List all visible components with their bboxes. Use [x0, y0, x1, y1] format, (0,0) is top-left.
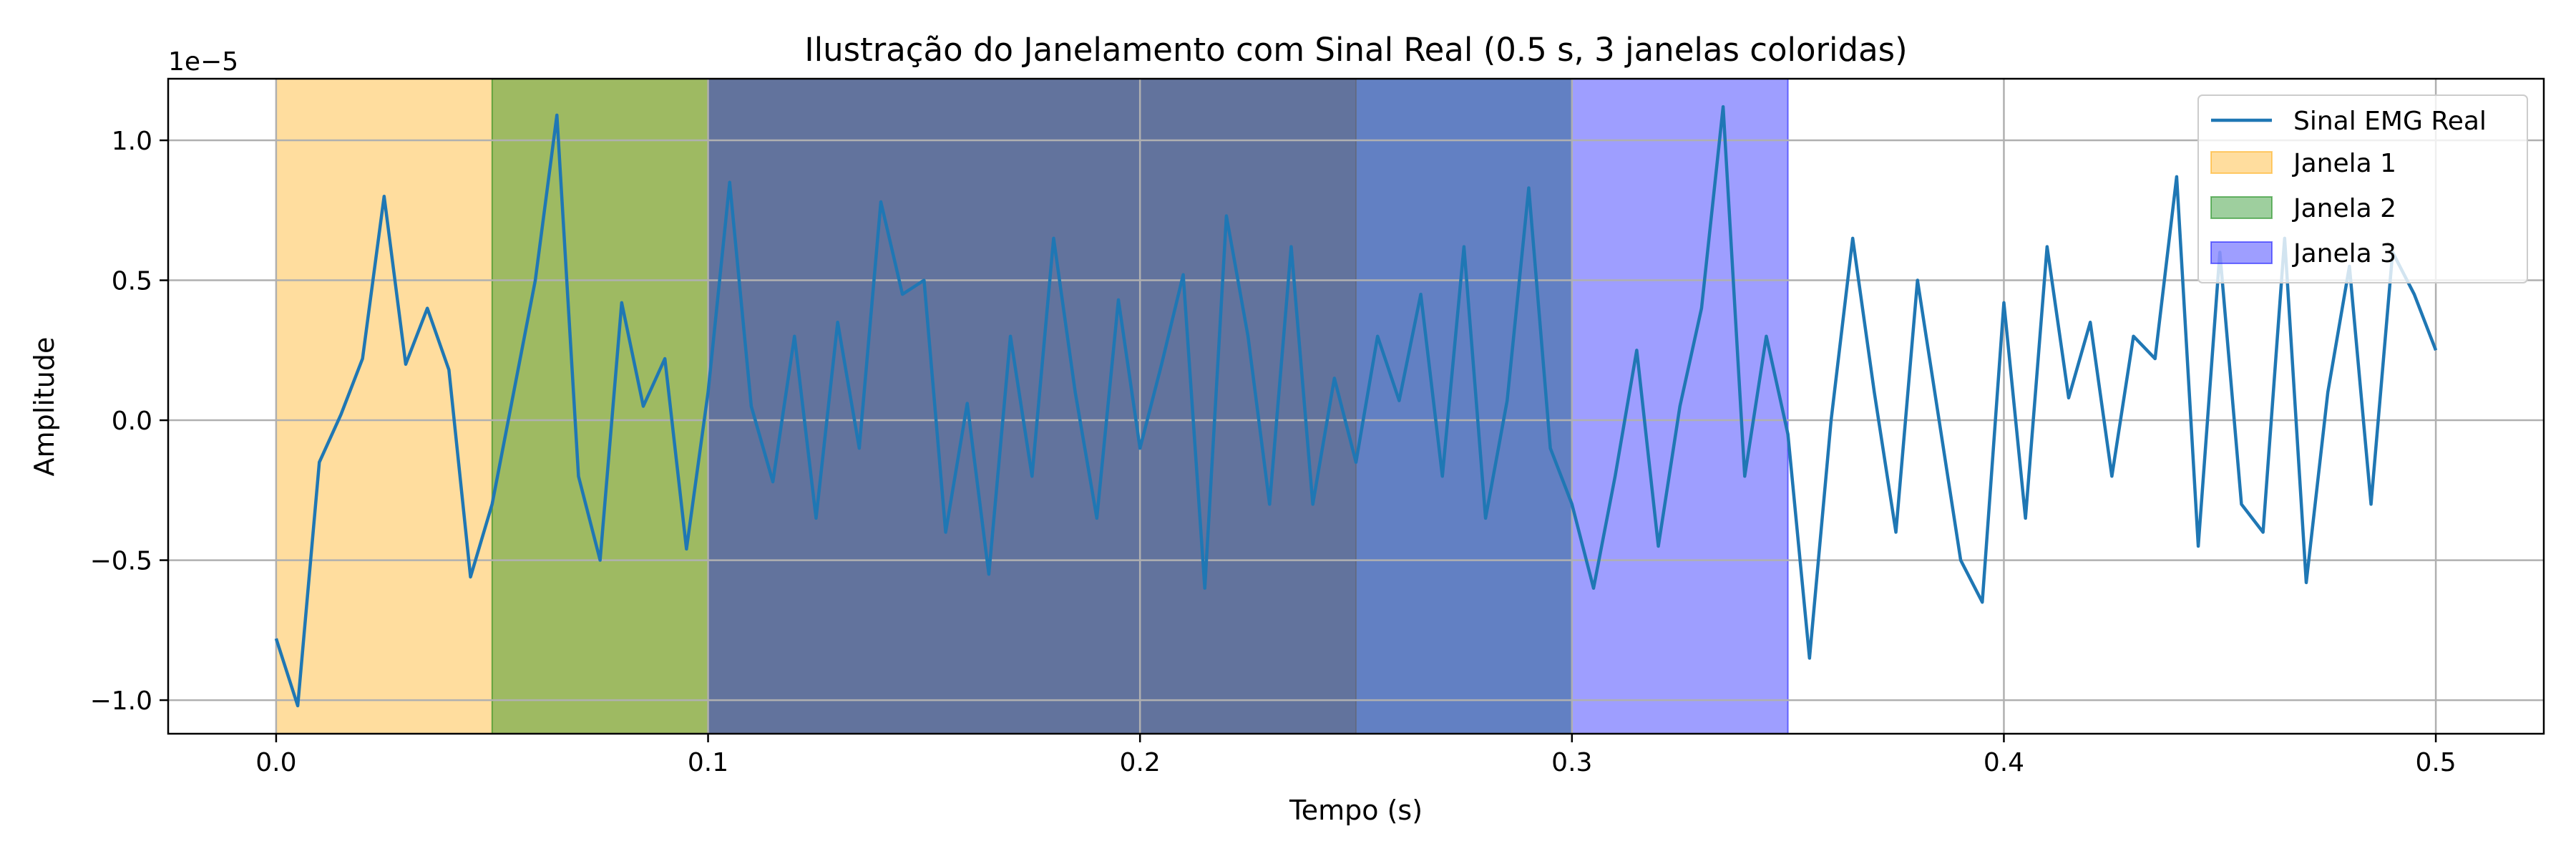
legend-label-signal: Sinal EMG Real — [2293, 107, 2487, 136]
y-offset-label: 1e−5 — [168, 47, 238, 77]
y-tick-label-3: 0.5 — [112, 267, 152, 296]
y-tick-label-2: 0.0 — [112, 407, 152, 436]
x-axis-ticks: 0.0 0.1 0.2 0.3 0.4 0.5 — [255, 734, 2457, 777]
window-span-3 — [707, 78, 1789, 734]
x-tick-label-0: 0.0 — [255, 748, 296, 777]
legend-label-janela-2: Janela 2 — [2292, 194, 2396, 223]
window-span-1 — [275, 78, 1357, 734]
grid — [168, 79, 2544, 734]
legend-box — [2197, 94, 2528, 283]
legend-swatch-janela-2 — [2210, 196, 2273, 219]
legend-swatch-janela-3 — [2210, 241, 2273, 264]
y-axis-label: Amplitude — [29, 337, 60, 477]
legend-swatch-janela-1 — [2210, 151, 2273, 174]
y-tick-label-0: −1.0 — [90, 686, 152, 716]
x-axis-label: Tempo (s) — [1289, 795, 1423, 826]
chart-title: Ilustração do Janelamento com Sinal Real… — [804, 31, 1907, 69]
legend: Sinal EMG Real Janela 1 Janela 2 Janela … — [2197, 94, 2528, 283]
x-tick-label-3: 0.3 — [1551, 748, 1592, 777]
plot-frame — [167, 77, 2545, 735]
x-tick-label-5: 0.5 — [2415, 748, 2456, 777]
x-tick-label-2: 0.2 — [1120, 748, 1161, 777]
legend-label-janela-3: Janela 3 — [2292, 239, 2396, 268]
y-axis-ticks: −1.0 −0.5 0.0 0.5 1.0 — [90, 127, 168, 716]
window-spans — [275, 78, 1789, 734]
x-tick-label-1: 0.1 — [688, 748, 728, 777]
legend-label-janela-1: Janela 1 — [2292, 149, 2396, 178]
y-tick-label-1: −0.5 — [90, 547, 152, 576]
series-line-sinal-emg-real — [274, 105, 2438, 708]
y-tick-label-4: 1.0 — [112, 127, 152, 156]
x-tick-label-4: 0.4 — [1984, 748, 2024, 777]
